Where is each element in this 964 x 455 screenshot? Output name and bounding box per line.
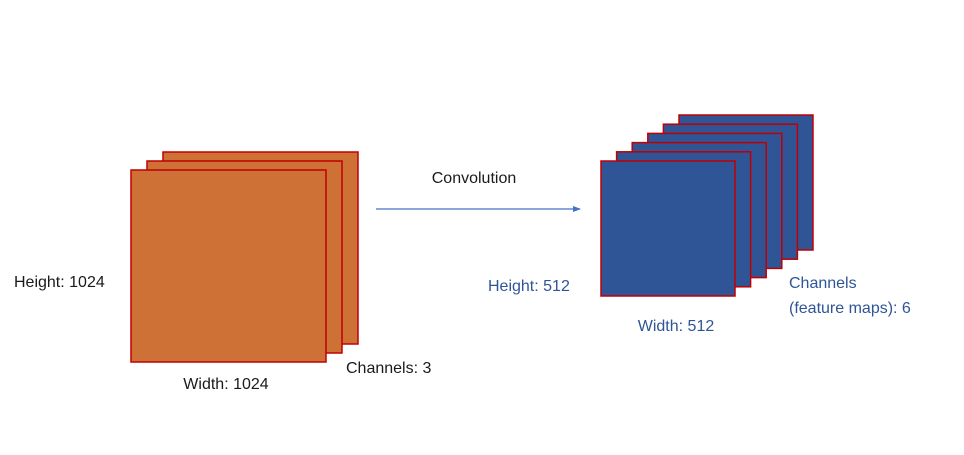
input-height-label: Height: 1024 [14,274,105,291]
output-channels-label: (feature maps): 6 [789,300,911,317]
input-stack [130,151,359,363]
output-stack [600,114,814,297]
output-width-label: Width: 512 [638,318,715,335]
output-channels-label: Channels [789,275,857,292]
operation-label: Convolution [432,170,517,187]
input-width-label: Width: 1024 [183,376,268,393]
input-channel [130,169,327,363]
output-height-label: Height: 512 [488,278,570,295]
input-channels-label: Channels: 3 [346,360,431,377]
feature-map [600,160,736,297]
